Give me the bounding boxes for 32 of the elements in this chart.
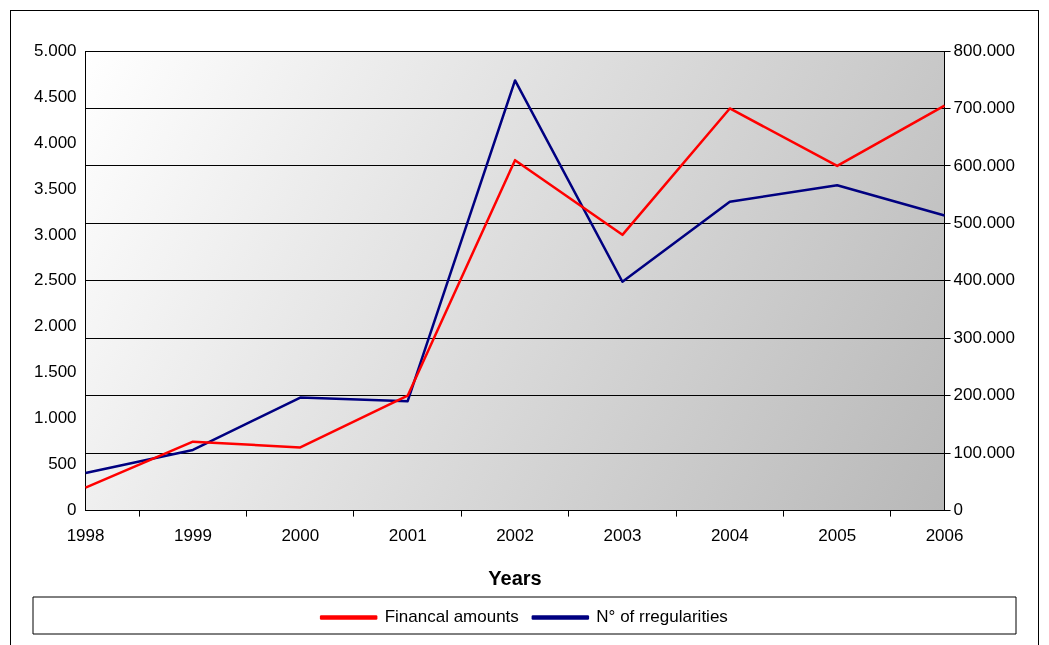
y2-tick-label: 300.000 [953, 327, 1015, 347]
x-tick-label: 2004 [710, 526, 749, 546]
legend-label: N° of rregularities [596, 607, 728, 627]
y-tick-label: 3.000 [33, 224, 77, 244]
y2-tick-label: 0 [953, 500, 964, 520]
legend-label: Financal amounts [384, 607, 519, 627]
x-tick-label: 2006 [925, 526, 964, 546]
y2-tick-label: 800.000 [953, 40, 1015, 60]
y-tick-label: 1.000 [33, 408, 77, 428]
x-tick-label: 1999 [174, 526, 212, 546]
x-tick-label: 1998 [66, 526, 105, 546]
y-tick-label: 4.000 [33, 132, 77, 152]
y2-tick-label: 600.000 [953, 155, 1015, 175]
y-tick-label: 3.500 [33, 178, 77, 198]
y-tick-label: 5.000 [33, 40, 77, 60]
x-tick-label: 2001 [388, 526, 427, 546]
y-tick-label: 2.000 [33, 316, 77, 336]
y2-tick-label: 400.000 [953, 270, 1015, 290]
y-tick-label: 0 [67, 500, 77, 520]
y-tick-label: 500 [48, 454, 77, 474]
x-axis-title: Years [488, 566, 542, 589]
y2-tick-label: 700.000 [953, 98, 1015, 118]
y2-tick-label: 500.000 [953, 213, 1015, 233]
x-tick-label: 2000 [281, 526, 320, 546]
y-tick-label: 2.500 [33, 270, 77, 290]
y2-tick-label: 100.000 [953, 442, 1015, 462]
y2-tick-label: 200.000 [953, 385, 1015, 405]
y-tick-label: 4.500 [33, 86, 77, 106]
x-tick-label: 2002 [496, 526, 534, 546]
y-tick-label: 1.500 [33, 362, 77, 382]
x-tick-label: 2005 [818, 526, 857, 546]
x-tick-label: 2003 [603, 526, 642, 546]
